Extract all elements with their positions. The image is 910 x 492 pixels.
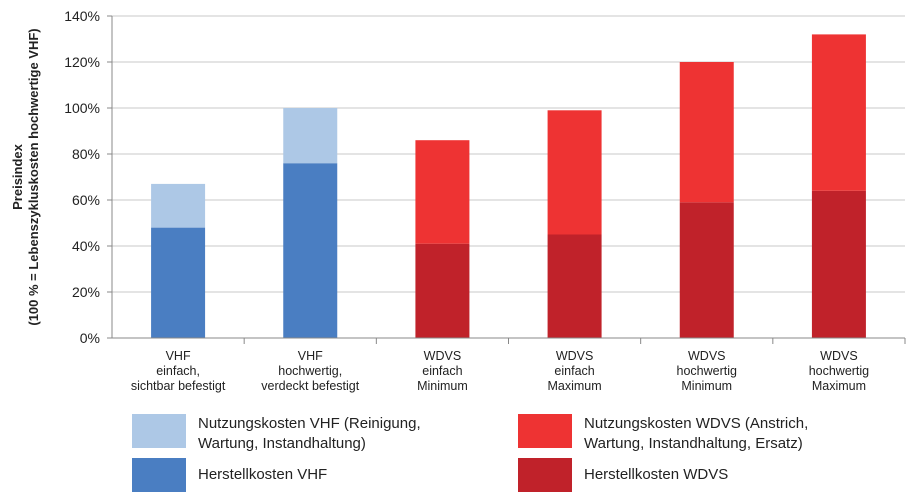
bar-herstellkosten — [547, 234, 602, 338]
legend-swatch — [518, 414, 572, 448]
bar-nutzungskosten — [283, 108, 338, 164]
legend-item-nutzungskosten-wdvs: Nutzungskosten WDVS (Anstrich, Wartung, … — [518, 414, 808, 454]
bar-nutzungskosten — [415, 140, 470, 244]
bar-nutzungskosten — [547, 110, 602, 235]
y-axis-label: Preisindex(100 % = Lebenszykluskosten ho… — [10, 28, 41, 325]
x-category-label: WDVS einfach Minimum — [417, 349, 468, 393]
y-tick-label: 0% — [80, 330, 100, 346]
bars — [151, 34, 866, 338]
legend-swatch — [132, 458, 186, 492]
legend-item-herstellkosten-vhf: Herstellkosten VHF — [132, 458, 327, 492]
bar-herstellkosten — [679, 202, 734, 338]
legend-label: Herstellkosten WDVS — [584, 466, 729, 483]
chart: 0% 20% 40% 60% 80% 100% 120% 140% VHF einfach, si… — [10, 8, 906, 393]
legend-swatch — [518, 458, 572, 492]
x-category-label: VHF einfach, sichtbar befestigt — [131, 349, 226, 393]
bar-nutzungskosten — [151, 183, 206, 228]
legend-label: Nutzungskosten WDVS (Anstrich, Wartung, … — [584, 415, 809, 452]
legend-label: Nutzungskosten VHF (Reinigung, Wartung, … — [198, 415, 421, 452]
y-tick-labels: 0% 20% 40% 60% 80% 100% 120% 140% — [64, 8, 100, 346]
y-tick-label: 120% — [64, 54, 100, 70]
x-category-labels: VHF einfach, sichtbar befestigt VHF hochwert… — [131, 349, 869, 393]
legend-item-nutzungskosten-vhf: Nutzungskosten VHF (Reinigung, Wartung, … — [132, 414, 421, 454]
y-tick-label: 80% — [72, 146, 100, 162]
y-tick-label: 40% — [72, 238, 100, 254]
legend-swatch — [132, 414, 186, 448]
y-tick-label: 100% — [64, 100, 100, 116]
x-category-label: WDVS einfach Maximum — [547, 349, 601, 393]
grid-lines — [112, 15, 905, 293]
legend: Nutzungskosten VHF (Reinigung, Wartung, … — [0, 400, 910, 492]
x-category-label: WDVS hochwertig Maximum — [809, 349, 869, 393]
bar-herstellkosten — [415, 243, 470, 338]
y-tick-label: 60% — [72, 192, 100, 208]
y-tick-label: 20% — [72, 284, 100, 300]
bar-herstellkosten — [151, 227, 206, 338]
axes — [107, 15, 906, 344]
legend-label: Herstellkosten VHF — [198, 466, 328, 483]
bar-herstellkosten — [811, 190, 866, 338]
bar-nutzungskosten — [811, 34, 866, 191]
bar-nutzungskosten — [679, 62, 734, 203]
x-category-label: VHF hochwertig, verdeckt befestigt — [261, 349, 359, 393]
x-category-label: WDVS hochwertig Minimum — [677, 349, 737, 393]
legend-item-herstellkosten-wdvs: Herstellkosten WDVS — [518, 458, 728, 492]
bar-herstellkosten — [283, 163, 338, 338]
y-tick-label: 140% — [64, 8, 100, 24]
